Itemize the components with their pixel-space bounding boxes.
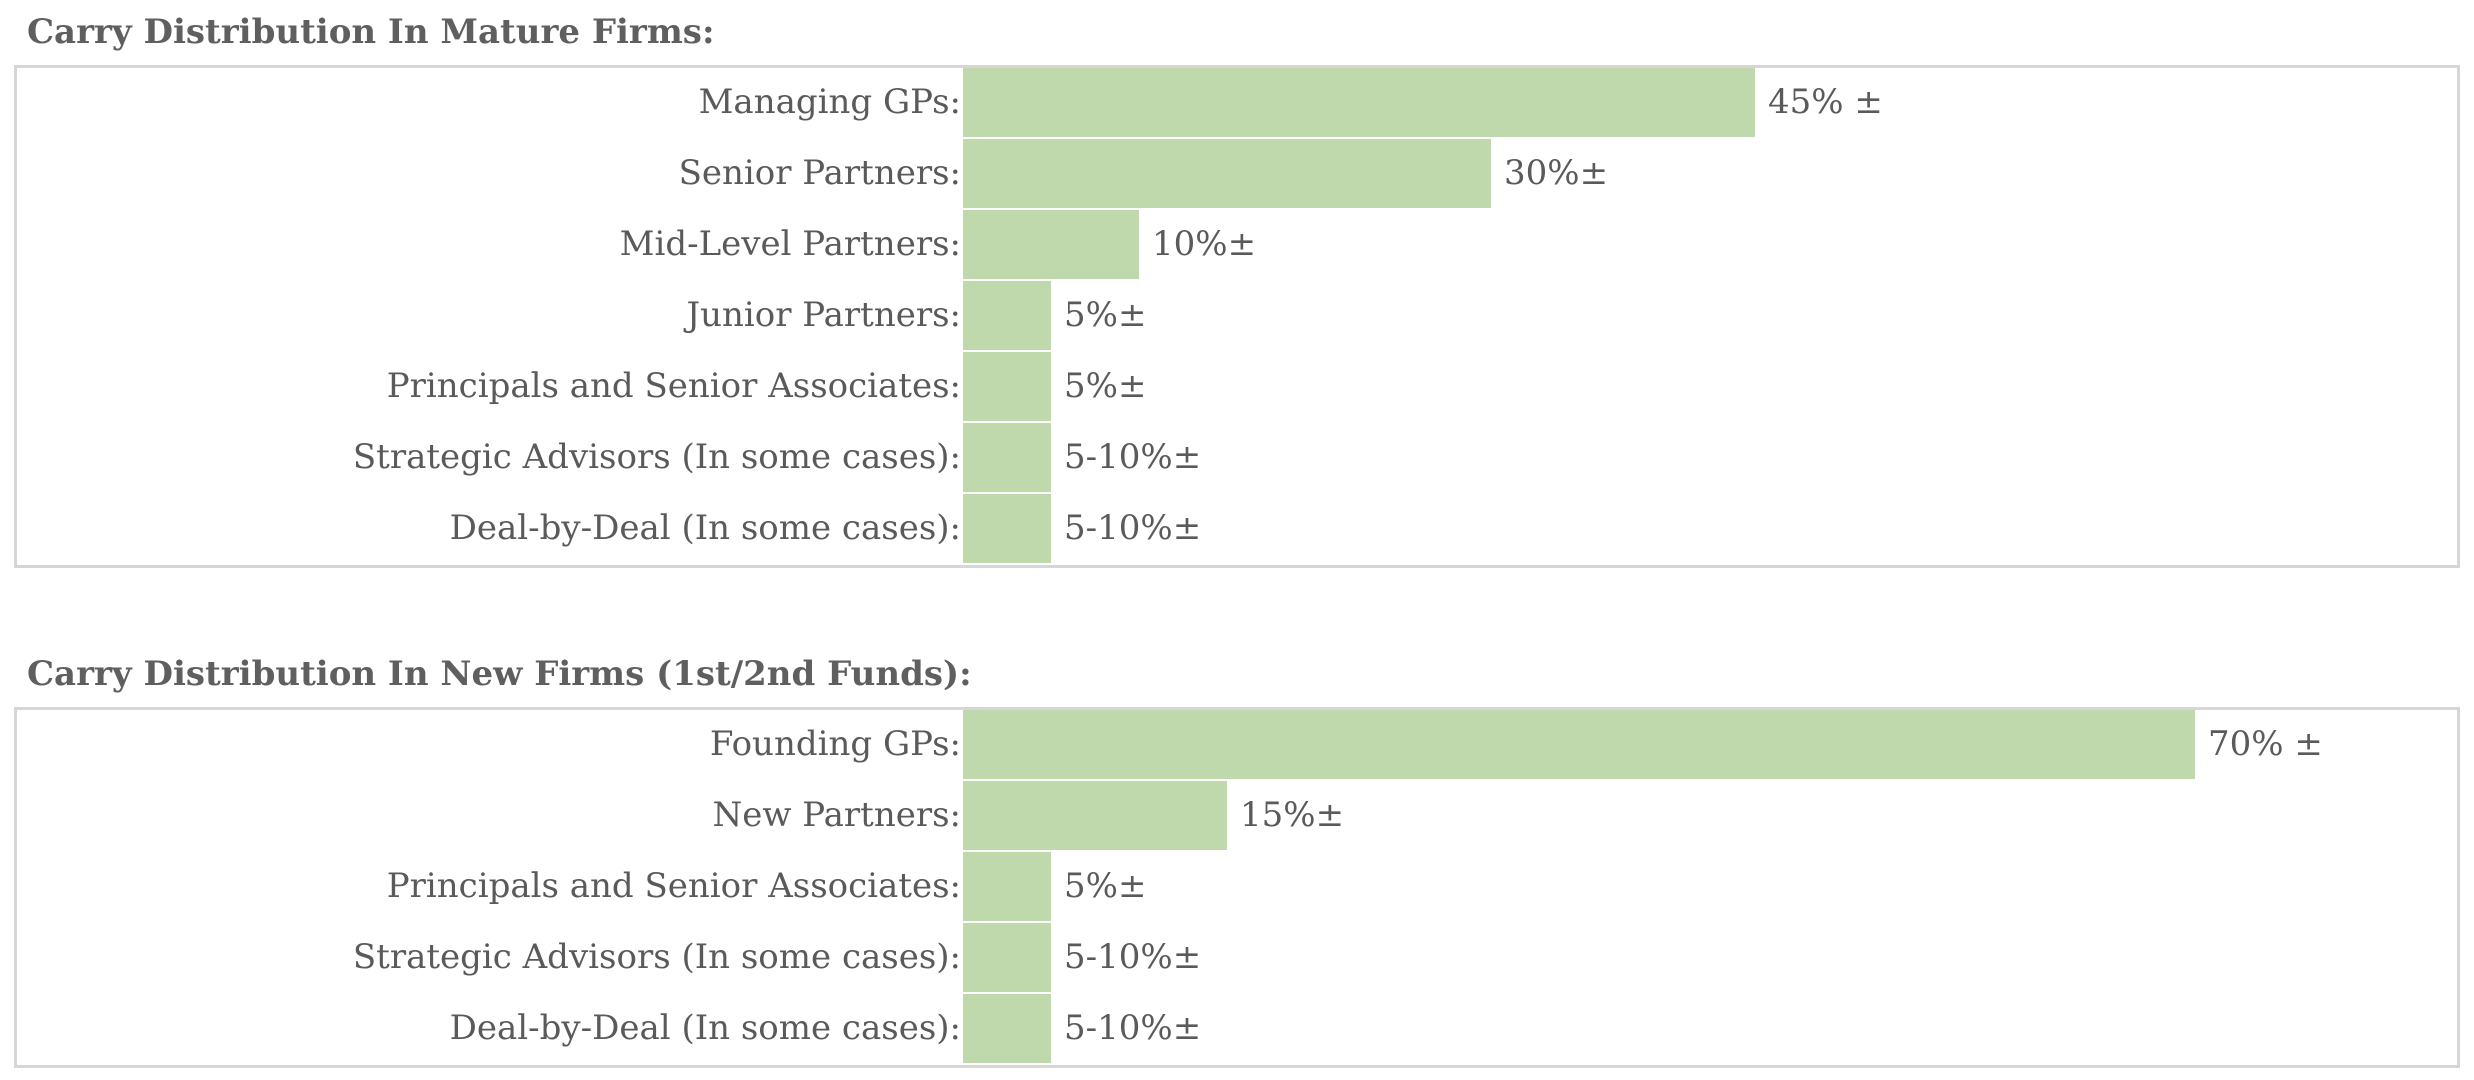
bar-label: Principals and Senior Associates: bbox=[386, 366, 961, 406]
bar-value-label: 15%± bbox=[1240, 795, 1345, 835]
bar-row: Managing GPs: 45% ± bbox=[17, 68, 2457, 137]
bar-row: New Partners: 15%± bbox=[17, 781, 2457, 850]
bar-row: Junior Partners: 5%± bbox=[17, 281, 2457, 350]
bar bbox=[963, 710, 2195, 779]
bar-row: Principals and Senior Associates: 5%± bbox=[17, 352, 2457, 421]
bar bbox=[963, 210, 1139, 279]
bar-label: Deal-by-Deal (In some cases): bbox=[449, 1008, 961, 1048]
bar bbox=[963, 281, 1051, 350]
bar-value-label: 5-10%± bbox=[1064, 937, 1202, 977]
bar-value-label: 5%± bbox=[1064, 366, 1147, 406]
chart-title-new-firms: Carry Distribution In New Firms (1st/2nd… bbox=[27, 654, 972, 694]
bar-row: Deal-by-Deal (In some cases): 5-10%± bbox=[17, 994, 2457, 1063]
bar-row: Senior Partners: 30%± bbox=[17, 139, 2457, 208]
bar-label: Founding GPs: bbox=[709, 724, 961, 764]
bar-row: Mid-Level Partners: 10%± bbox=[17, 210, 2457, 279]
bar-value-label: 5%± bbox=[1064, 866, 1147, 906]
bar-value-label: 30%± bbox=[1504, 153, 1609, 193]
bar bbox=[963, 781, 1227, 850]
bar-row: Founding GPs: 70% ± bbox=[17, 710, 2457, 779]
bar-value-label: 45% ± bbox=[1768, 82, 1883, 122]
bar-label: Managing GPs: bbox=[698, 82, 961, 122]
bar-label: Mid-Level Partners: bbox=[619, 224, 961, 264]
bar-label: Strategic Advisors (In some cases): bbox=[352, 437, 961, 477]
bar-value-label: 5-10%± bbox=[1064, 437, 1202, 477]
bar-label: Principals and Senior Associates: bbox=[386, 866, 961, 906]
bar-row: Principals and Senior Associates: 5%± bbox=[17, 852, 2457, 921]
bar-value-label: 5-10%± bbox=[1064, 508, 1202, 548]
bar-value-label: 10%± bbox=[1152, 224, 1257, 264]
bar-value-label: 70% ± bbox=[2208, 724, 2323, 764]
bar-row: Strategic Advisors (In some cases): 5-10%… bbox=[17, 923, 2457, 992]
bar bbox=[963, 68, 1755, 137]
bar-row: Strategic Advisors (In some cases): 5-10%… bbox=[17, 423, 2457, 492]
bar bbox=[963, 423, 1051, 492]
bar-label: New Partners: bbox=[712, 795, 962, 835]
bar bbox=[963, 494, 1051, 563]
bar-label: Strategic Advisors (In some cases): bbox=[352, 937, 961, 977]
bar bbox=[963, 852, 1051, 921]
chart-panel-mature-firms: Managing GPs: 45% ± Senior Partners: 30%± Mi… bbox=[14, 65, 2460, 568]
bar-label: Deal-by-Deal (In some cases): bbox=[449, 508, 961, 548]
chart-title-mature-firms: Carry Distribution In Mature Firms: bbox=[27, 12, 715, 52]
bar bbox=[963, 923, 1051, 992]
bar-row: Deal-by-Deal (In some cases): 5-10%± bbox=[17, 494, 2457, 563]
bar-value-label: 5-10%± bbox=[1064, 1008, 1202, 1048]
bar-label: Senior Partners: bbox=[678, 153, 961, 193]
bar bbox=[963, 352, 1051, 421]
bar bbox=[963, 139, 1491, 208]
chart-panel-new-firms: Founding GPs: 70% ± New Partners: 15%± Princ… bbox=[14, 707, 2460, 1068]
bar-label: Junior Partners: bbox=[686, 295, 961, 335]
bar bbox=[963, 994, 1051, 1063]
bar-value-label: 5%± bbox=[1064, 295, 1147, 335]
